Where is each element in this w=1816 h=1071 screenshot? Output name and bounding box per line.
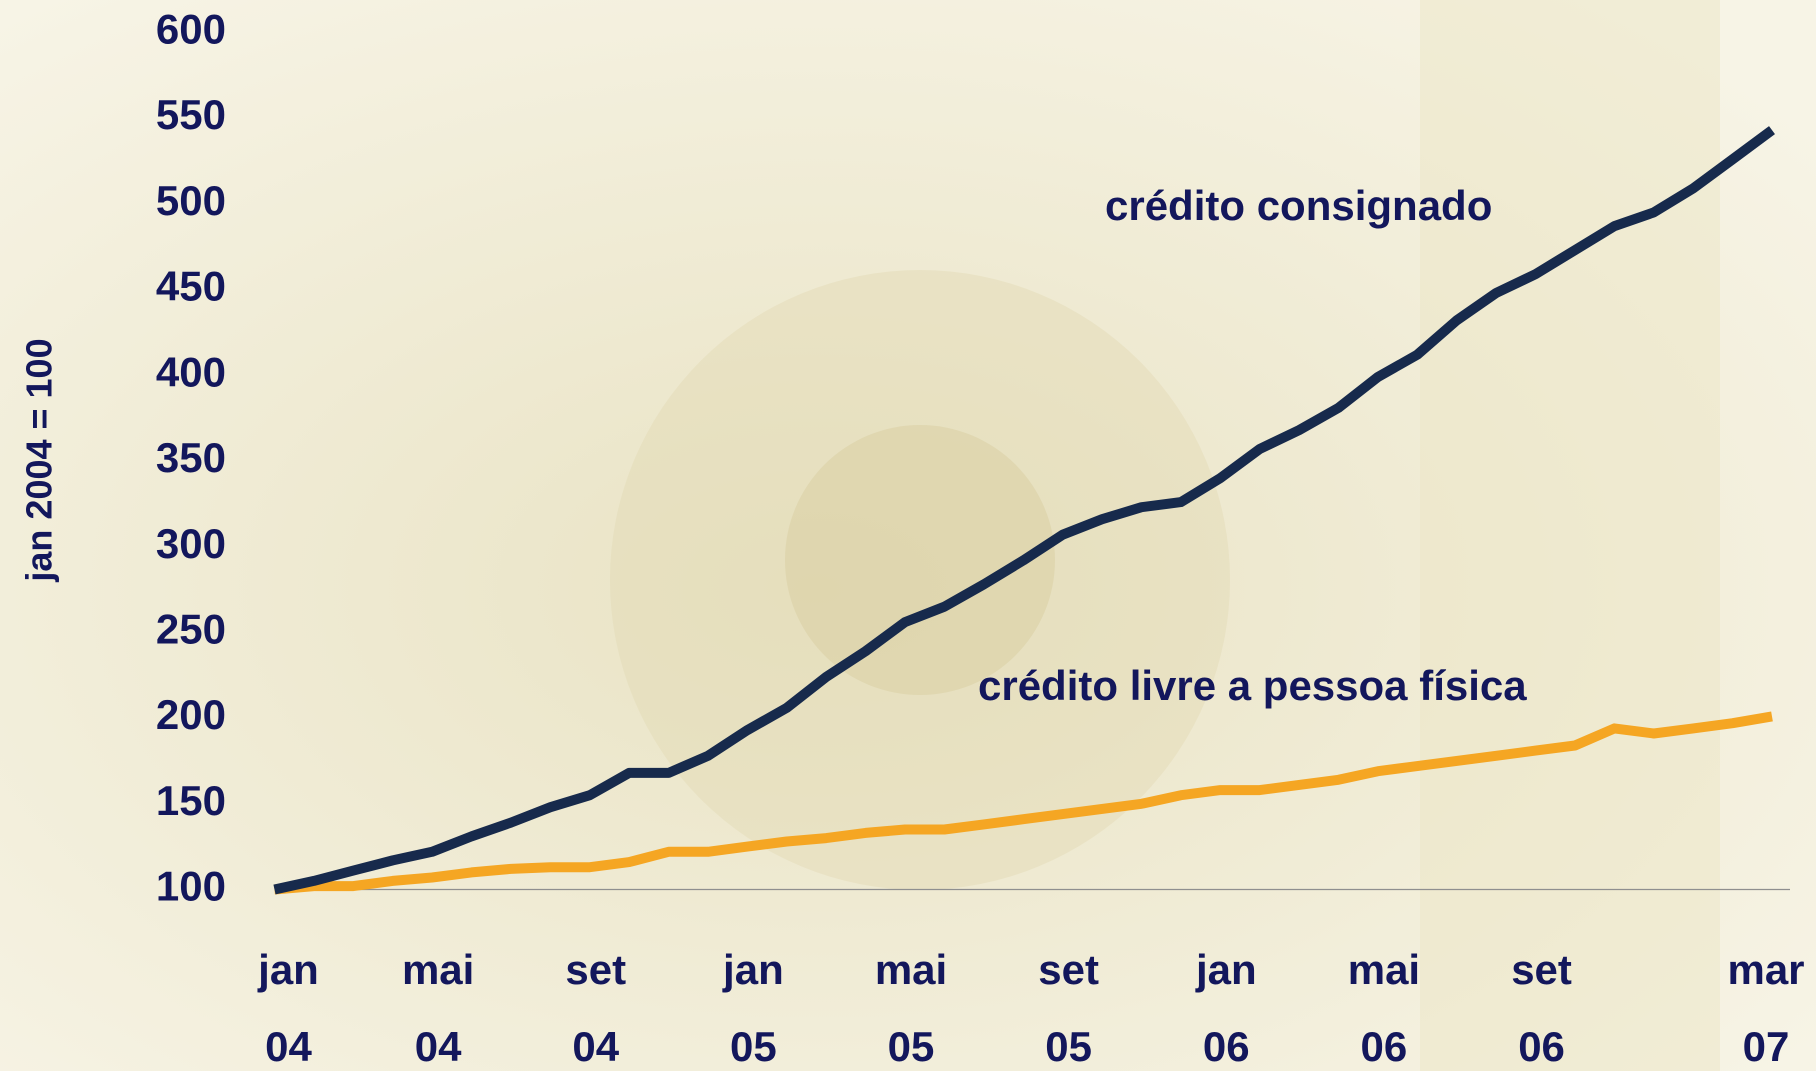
x-tick-label: 05 [888,1023,935,1070]
y-tick-label: 200 [156,691,226,738]
background-emblem [610,270,1230,890]
x-tick-label: 05 [1045,1023,1092,1070]
y-tick-label: 500 [156,177,226,224]
x-tick-label: jan [257,946,319,993]
y-tick-label: 350 [156,434,226,481]
x-tick-label: jan [722,946,784,993]
y-tick-label: 100 [156,863,226,910]
x-tick-label: 04 [415,1023,462,1070]
x-tick-label: mai [1348,946,1420,993]
background-band [1420,0,1720,1071]
x-tick-label: set [565,946,626,993]
series-label: crédito livre a pessoa física [978,662,1527,709]
y-axis-label: jan 2004 = 100 [19,338,60,582]
x-tick-label: 06 [1203,1023,1250,1070]
y-tick-label: 250 [156,605,226,652]
x-tick-label: set [1038,946,1099,993]
x-tick-label: mai [875,946,947,993]
y-tick-label: 150 [156,777,226,824]
series-label: crédito consignado [1105,182,1492,229]
series-line [274,711,1773,895]
x-tick-label: jan [1195,946,1257,993]
x-tick-label: 05 [730,1023,777,1070]
x-tick-label: mar [1727,946,1804,993]
background-emblem [785,425,1055,695]
x-tick-label: 06 [1361,1023,1408,1070]
x-tick-label: mai [402,946,474,993]
y-tick-label: 300 [156,520,226,567]
y-tick-label: 450 [156,263,226,310]
x-tick-label: set [1511,946,1572,993]
series-line [273,126,1775,895]
y-tick-label: 400 [156,348,226,395]
x-tick-label: 04 [265,1023,312,1070]
x-tick-label: 04 [572,1023,619,1070]
x-tick-label: 06 [1518,1023,1565,1070]
y-tick-label: 600 [156,5,226,52]
x-tick-label: 07 [1743,1023,1790,1070]
y-tick-label: 550 [156,91,226,138]
